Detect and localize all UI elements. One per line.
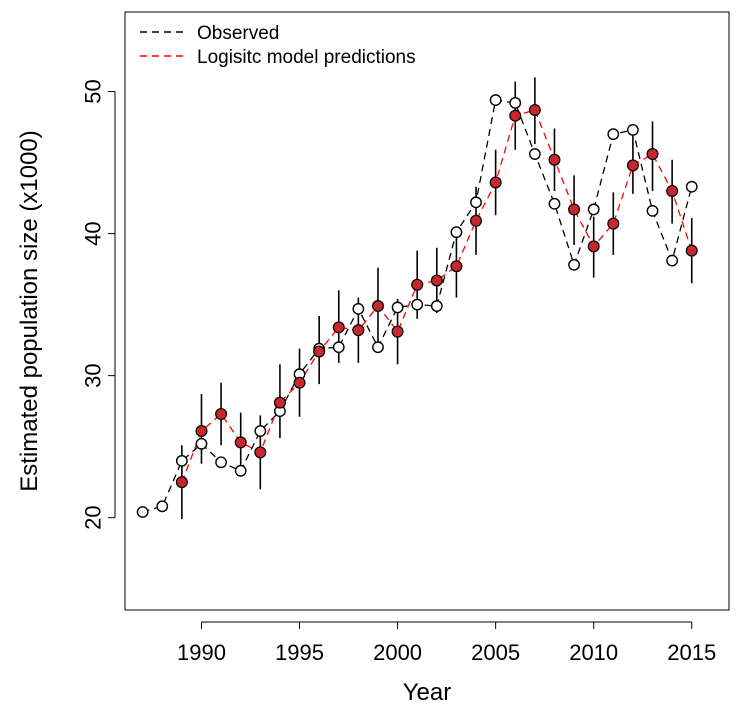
- prediction-point: [626, 159, 639, 172]
- x-tick-label: 2000: [373, 640, 422, 665]
- prediction-point: [509, 109, 522, 122]
- observed-point: [528, 148, 541, 160]
- prediction-point: [685, 244, 698, 257]
- prediction-point: [411, 278, 424, 291]
- prediction-point: [175, 476, 188, 489]
- observed-point: [489, 94, 502, 106]
- observed-point: [332, 341, 345, 354]
- prediction-point: [548, 153, 561, 166]
- observed-point: [234, 464, 247, 477]
- prediction-point: [273, 396, 286, 409]
- prediction-point: [313, 345, 326, 358]
- prediction-point: [587, 240, 600, 253]
- plot-frame: [124, 11, 730, 611]
- prediction-point: [332, 321, 345, 334]
- legend-label-predictions: Logisitc model predictions: [197, 47, 416, 68]
- x-tick-label: 2005: [471, 640, 520, 665]
- prediction-point: [450, 260, 463, 273]
- observed-point: [391, 301, 404, 314]
- y-tick-label: 30: [81, 363, 106, 387]
- x-tick-label: 1995: [275, 640, 324, 665]
- prediction-point: [528, 104, 541, 117]
- prediction-point: [371, 300, 384, 313]
- observed-point: [352, 302, 365, 315]
- observed-point: [195, 437, 208, 450]
- prediction-point: [391, 325, 404, 338]
- prediction-point: [234, 436, 247, 449]
- y-axis-label: Estimated population size (x1000): [16, 130, 43, 492]
- prediction-point: [568, 203, 581, 216]
- x-tick-label: 2015: [667, 640, 716, 665]
- observed-point: [685, 180, 698, 193]
- prediction-point: [195, 425, 208, 438]
- observed-point: [587, 203, 600, 216]
- prediction-point: [254, 446, 267, 459]
- prediction-point: [666, 184, 679, 197]
- observed-point: [430, 300, 443, 312]
- legend: Observed Logisitc model predictions: [140, 23, 416, 68]
- prediction-point: [430, 274, 443, 287]
- observed-point: [156, 500, 169, 513]
- observed-point: [215, 456, 227, 469]
- observed-point: [136, 506, 149, 518]
- observed-point: [411, 298, 424, 311]
- prediction-point: [470, 214, 483, 227]
- y-tick-label: 40: [81, 221, 106, 245]
- prediction-line: [181, 109, 693, 483]
- observed-point: [372, 341, 384, 354]
- observed-point: [470, 196, 482, 209]
- x-tick-label: 2010: [569, 640, 618, 665]
- y-tick-label: 20: [81, 505, 106, 529]
- x-axis-label: Year: [403, 679, 452, 706]
- prediction-point: [352, 324, 365, 337]
- observed-point: [450, 226, 463, 239]
- y-tick-label: 50: [81, 79, 106, 103]
- prediction-point: [215, 407, 228, 420]
- series-points: [136, 94, 698, 518]
- prediction-point: [293, 376, 306, 389]
- observed-point: [646, 204, 659, 217]
- observed-point: [175, 454, 188, 467]
- y-axis: 20 30 40 50: [81, 79, 116, 530]
- observed-point: [627, 123, 639, 136]
- prediction-point: [607, 217, 620, 230]
- observed-point: [254, 425, 267, 437]
- observed-point: [607, 128, 620, 141]
- observed-point: [509, 97, 522, 109]
- observed-point: [666, 254, 679, 267]
- x-axis: 1990 1995 2000 2005 2010 2015: [177, 621, 716, 665]
- prediction-point: [646, 148, 659, 161]
- x-tick-label: 1990: [177, 640, 226, 665]
- observed-point: [568, 258, 580, 271]
- observed-point: [548, 197, 561, 210]
- legend-label-observed: Observed: [197, 23, 279, 44]
- prediction-point: [489, 176, 502, 189]
